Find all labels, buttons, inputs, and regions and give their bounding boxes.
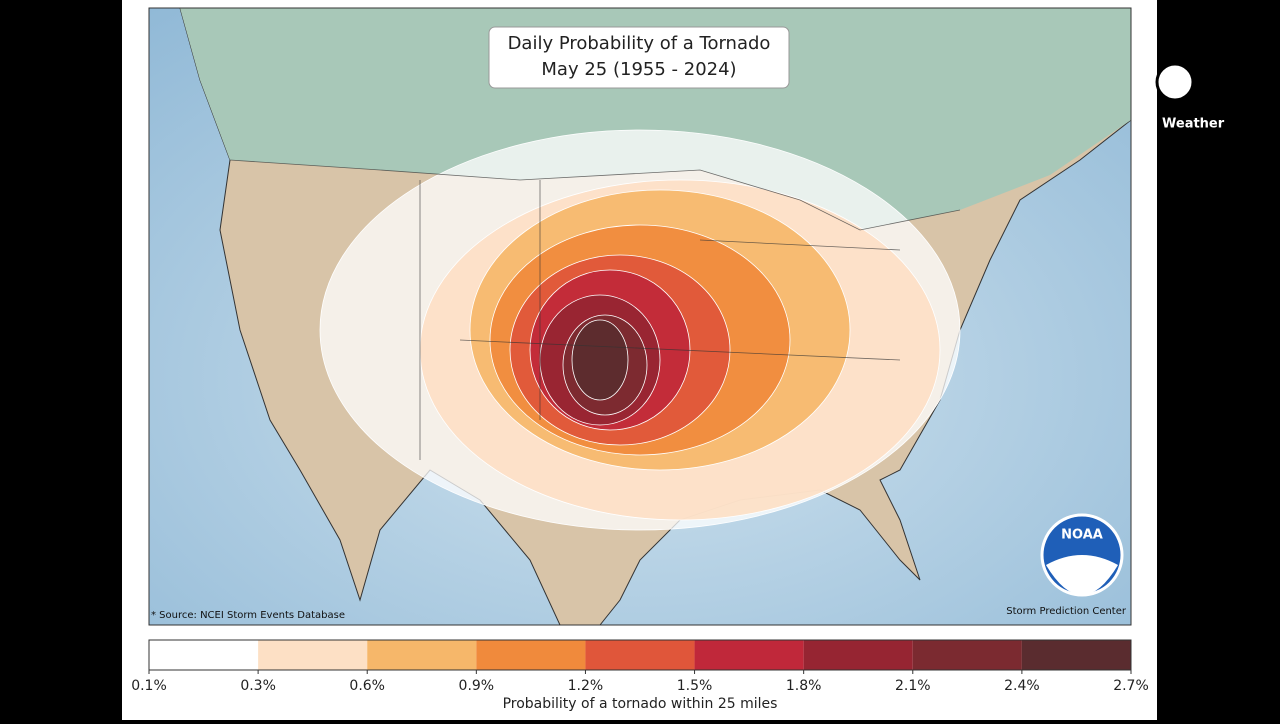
- tick-label: 2.7%: [1113, 678, 1149, 694]
- tick-label: 1.8%: [786, 678, 822, 694]
- tick-label: 2.1%: [895, 678, 931, 694]
- colorbar-frame: [148, 639, 1132, 671]
- tick-label: 0.6%: [349, 678, 385, 694]
- tick-label: 1.5%: [677, 678, 713, 694]
- colorbar-segment: [1021, 640, 1131, 670]
- tick-label: 2.4%: [1004, 678, 1040, 694]
- title-line: May 25 (1955 - 2024): [541, 59, 736, 80]
- tick-label: 0.3%: [240, 678, 276, 694]
- canada: [180, 8, 1131, 230]
- title-line: Daily Probability of a Tornado: [508, 33, 771, 54]
- contour: [571, 319, 629, 401]
- colorbar-segment: [367, 640, 477, 670]
- tick-label: 0.9%: [459, 678, 495, 694]
- tick-label: 1.2%: [568, 678, 604, 694]
- title-box: [488, 26, 790, 89]
- contours: [319, 129, 961, 531]
- colorbar-title: Probability of a tornado within 25 miles: [503, 696, 778, 712]
- colorbar-segment: [803, 640, 913, 670]
- colorbar-segment: [258, 640, 368, 670]
- logo-text: NOAA: [1061, 528, 1103, 543]
- colorbar-segment: [912, 640, 1022, 670]
- brand: Weather: [1162, 117, 1225, 132]
- colorbar-segment: [149, 640, 259, 670]
- tick-label: 0.1%: [131, 678, 167, 694]
- source: * Source: NCEI Storm Events Database: [151, 610, 345, 621]
- brand-icon: [1155, 62, 1195, 102]
- borders: [229, 159, 961, 460]
- colorbar: 0.1% 0.3% 0.6% 0.9% 1.2% 1.5% 1.8% 2.1% 2.4% 2.7%: [131, 639, 1149, 694]
- colorbar-segment: [694, 640, 804, 670]
- colorbar-segment: [476, 640, 586, 670]
- logo-wave: [1046, 555, 1118, 595]
- map: [149, 8, 1131, 625]
- credit: Storm Prediction Center: [1006, 606, 1127, 617]
- map-frame: [148, 7, 1132, 626]
- colorbar-segment: [585, 640, 695, 670]
